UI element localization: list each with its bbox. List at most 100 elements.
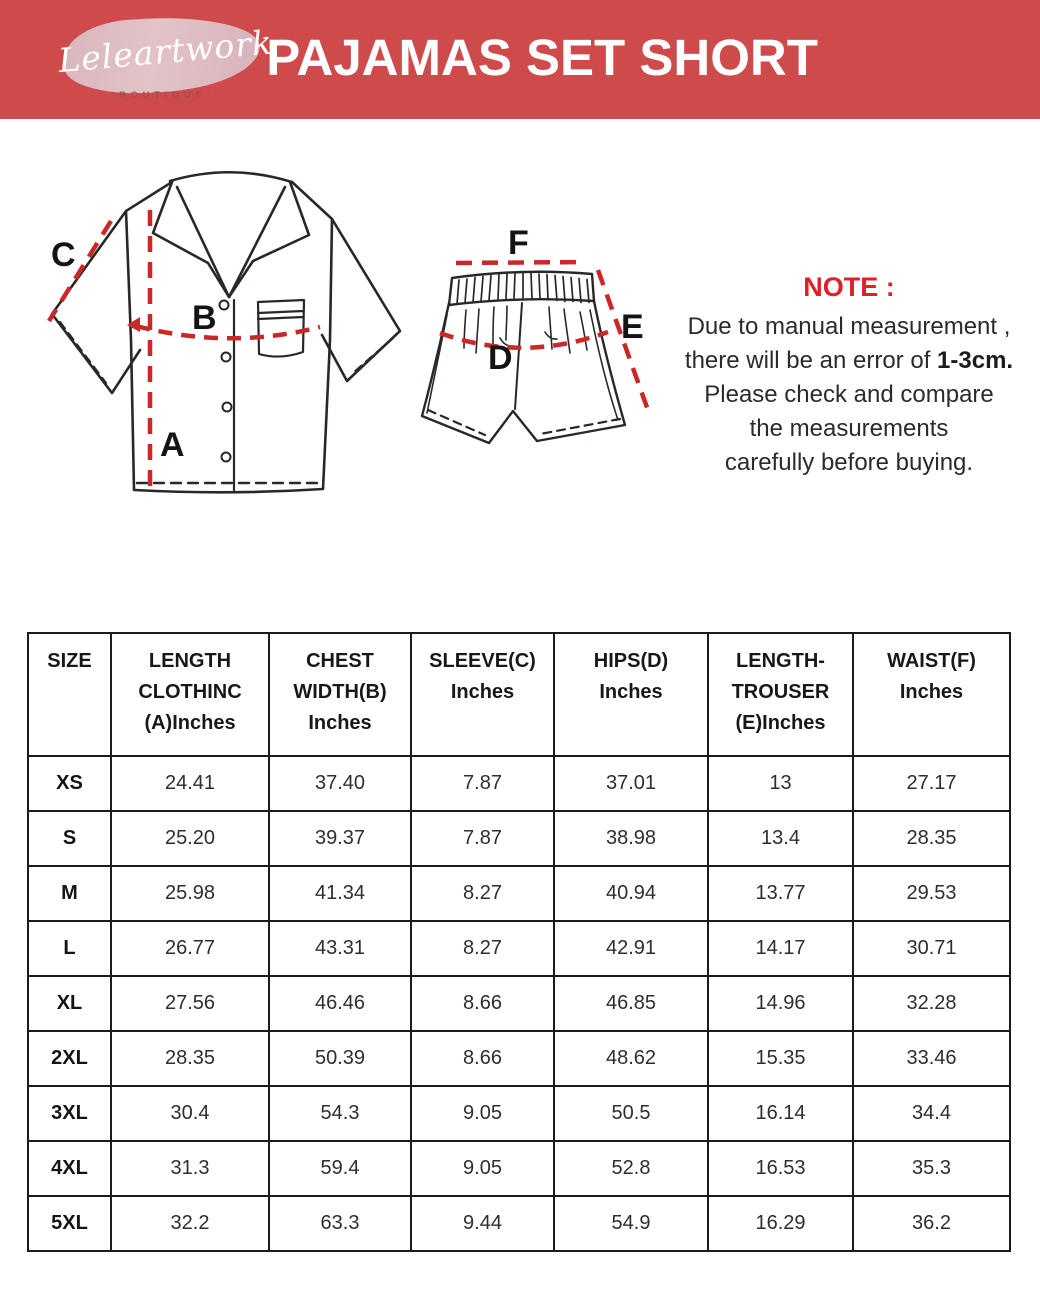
measurement-value-cell: 54.9 [553, 1195, 709, 1252]
note-line: there will be an error of 1-3cm. [684, 347, 1014, 374]
measurement-value-cell: 37.01 [553, 755, 709, 812]
table-row: XL 27.56 46.46 8.66 46.85 14.96 32.28 [27, 975, 1011, 1032]
measure-label-c: C [51, 236, 76, 274]
brand-logo: Leleartwork · BOUTIQUE · [57, 6, 274, 116]
column-header-length-trouser: LENGTH- TROUSER (E)Inches [707, 632, 854, 757]
measurement-value-cell: 31.3 [110, 1140, 270, 1197]
measurement-value-cell: 50.5 [553, 1085, 709, 1142]
measurement-value-cell: 9.05 [410, 1085, 555, 1142]
measurement-value-cell: 13.77 [707, 865, 854, 922]
table-row: XS 24.41 37.40 7.87 37.01 13 27.17 [27, 755, 1011, 812]
measure-label-b: B [192, 299, 217, 337]
measurement-value-cell: 37.40 [268, 755, 412, 812]
measurement-value-cell: 43.31 [268, 920, 412, 977]
measurement-value-cell: 9.05 [410, 1140, 555, 1197]
measurement-value-cell: 41.34 [268, 865, 412, 922]
size-cell: XL [27, 975, 112, 1032]
page-title: PAJAMAS SET SHORT [266, 28, 818, 86]
table-row: L 26.77 43.31 8.27 42.91 14.17 30.71 [27, 920, 1011, 977]
note-line: carefully before buying. [724, 449, 974, 476]
measurement-value-cell: 50.39 [268, 1030, 412, 1087]
measurement-value-cell: 38.98 [553, 810, 709, 867]
measurement-value-cell: 30.71 [852, 920, 1011, 977]
note-line: the measurements [749, 415, 949, 442]
measurement-value-cell: 14.96 [707, 975, 854, 1032]
note-error-range: 1-3cm. [937, 347, 1014, 374]
measure-label-f: F [508, 224, 529, 262]
size-table-header: SIZE LENGTH CLOTHINC (A)Inches CHEST WID… [27, 632, 1011, 757]
measure-label-a: A [160, 426, 185, 464]
measurement-note: NOTE : Due to manual measurement , there… [660, 272, 1038, 480]
measurement-value-cell: 42.91 [553, 920, 709, 977]
measurement-value-cell: 63.3 [268, 1195, 412, 1252]
size-cell: XS [27, 755, 112, 812]
measurement-value-cell: 28.35 [110, 1030, 270, 1087]
column-header-chest-width: CHEST WIDTH(B) Inches [268, 632, 412, 757]
pajama-shorts-drawing [420, 259, 652, 445]
measure-label-e: E [621, 308, 644, 346]
size-cell: L [27, 920, 112, 977]
measurement-value-cell: 8.27 [410, 920, 555, 977]
brand-subtitle: · BOUTIQUE · [103, 90, 223, 100]
measurement-value-cell: 39.37 [268, 810, 412, 867]
measurement-value-cell: 13 [707, 755, 854, 812]
measurement-value-cell: 46.46 [268, 975, 412, 1032]
measurement-value-cell: 33.46 [852, 1030, 1011, 1087]
measurement-value-cell: 14.17 [707, 920, 854, 977]
size-cell: 4XL [27, 1140, 112, 1197]
measurement-value-cell: 29.53 [852, 865, 1011, 922]
size-cell: 2XL [27, 1030, 112, 1087]
measurement-value-cell: 30.4 [110, 1085, 270, 1142]
note-heading: NOTE : [803, 272, 895, 302]
measurement-value-cell: 7.87 [410, 755, 555, 812]
measurement-value-cell: 25.20 [110, 810, 270, 867]
measurement-value-cell: 35.3 [852, 1140, 1011, 1197]
measurement-value-cell: 28.35 [852, 810, 1011, 867]
measurement-value-cell: 32.28 [852, 975, 1011, 1032]
measurement-value-cell: 16.14 [707, 1085, 854, 1142]
measurement-value-cell: 8.66 [410, 975, 555, 1032]
measurement-value-cell: 8.27 [410, 865, 555, 922]
measurement-value-cell: 16.53 [707, 1140, 854, 1197]
measurement-value-cell: 36.2 [852, 1195, 1011, 1252]
note-line: Due to manual measurement , [687, 313, 1011, 340]
size-cell: 5XL [27, 1195, 112, 1252]
column-header-sleeve: SLEEVE(C) Inches [410, 632, 555, 757]
measurement-value-cell: 34.4 [852, 1085, 1011, 1142]
size-cell: S [27, 810, 112, 867]
table-row: 4XL 31.3 59.4 9.05 52.8 16.53 35.3 [27, 1140, 1011, 1197]
measurement-value-cell: 46.85 [553, 975, 709, 1032]
size-cell: M [27, 865, 112, 922]
column-header-size: SIZE [27, 632, 112, 757]
measurement-value-cell: 54.3 [268, 1085, 412, 1142]
table-row: 5XL 32.2 63.3 9.44 54.9 16.29 36.2 [27, 1195, 1011, 1252]
table-row: S 25.20 39.37 7.87 38.98 13.4 28.35 [27, 810, 1011, 867]
measurement-value-cell: 24.41 [110, 755, 270, 812]
measurement-value-cell: 13.4 [707, 810, 854, 867]
measurement-value-cell: 7.87 [410, 810, 555, 867]
table-row: 3XL 30.4 54.3 9.05 50.5 16.14 34.4 [27, 1085, 1011, 1142]
measurement-value-cell: 26.77 [110, 920, 270, 977]
table-row: 2XL 28.35 50.39 8.66 48.62 15.35 33.46 [27, 1030, 1011, 1087]
measurement-value-cell: 25.98 [110, 865, 270, 922]
measurement-value-cell: 8.66 [410, 1030, 555, 1087]
pajama-shirt-drawing [47, 170, 402, 494]
size-cell: 3XL [27, 1085, 112, 1142]
measurement-value-cell: 15.35 [707, 1030, 854, 1087]
header-row: SIZE LENGTH CLOTHINC (A)Inches CHEST WID… [27, 632, 1011, 757]
measurement-value-cell: 16.29 [707, 1195, 854, 1252]
measure-label-d: D [488, 339, 513, 377]
measurement-value-cell: 27.17 [852, 755, 1011, 812]
measurement-value-cell: 27.56 [110, 975, 270, 1032]
column-header-waist: WAIST(F) Inches [852, 632, 1011, 757]
measurement-value-cell: 48.62 [553, 1030, 709, 1087]
table-row: M 25.98 41.34 8.27 40.94 13.77 29.53 [27, 865, 1011, 922]
measurement-value-cell: 52.8 [553, 1140, 709, 1197]
measurement-value-cell: 59.4 [268, 1140, 412, 1197]
size-table-body: XS 24.41 37.40 7.87 37.01 13 27.17 S 25.20 39.37 7… [27, 755, 1011, 1252]
measurement-value-cell: 32.2 [110, 1195, 270, 1252]
measurement-value-cell: 9.44 [410, 1195, 555, 1252]
measurement-value-cell: 40.94 [553, 865, 709, 922]
column-header-length-clothing: LENGTH CLOTHINC (A)Inches [110, 632, 270, 757]
